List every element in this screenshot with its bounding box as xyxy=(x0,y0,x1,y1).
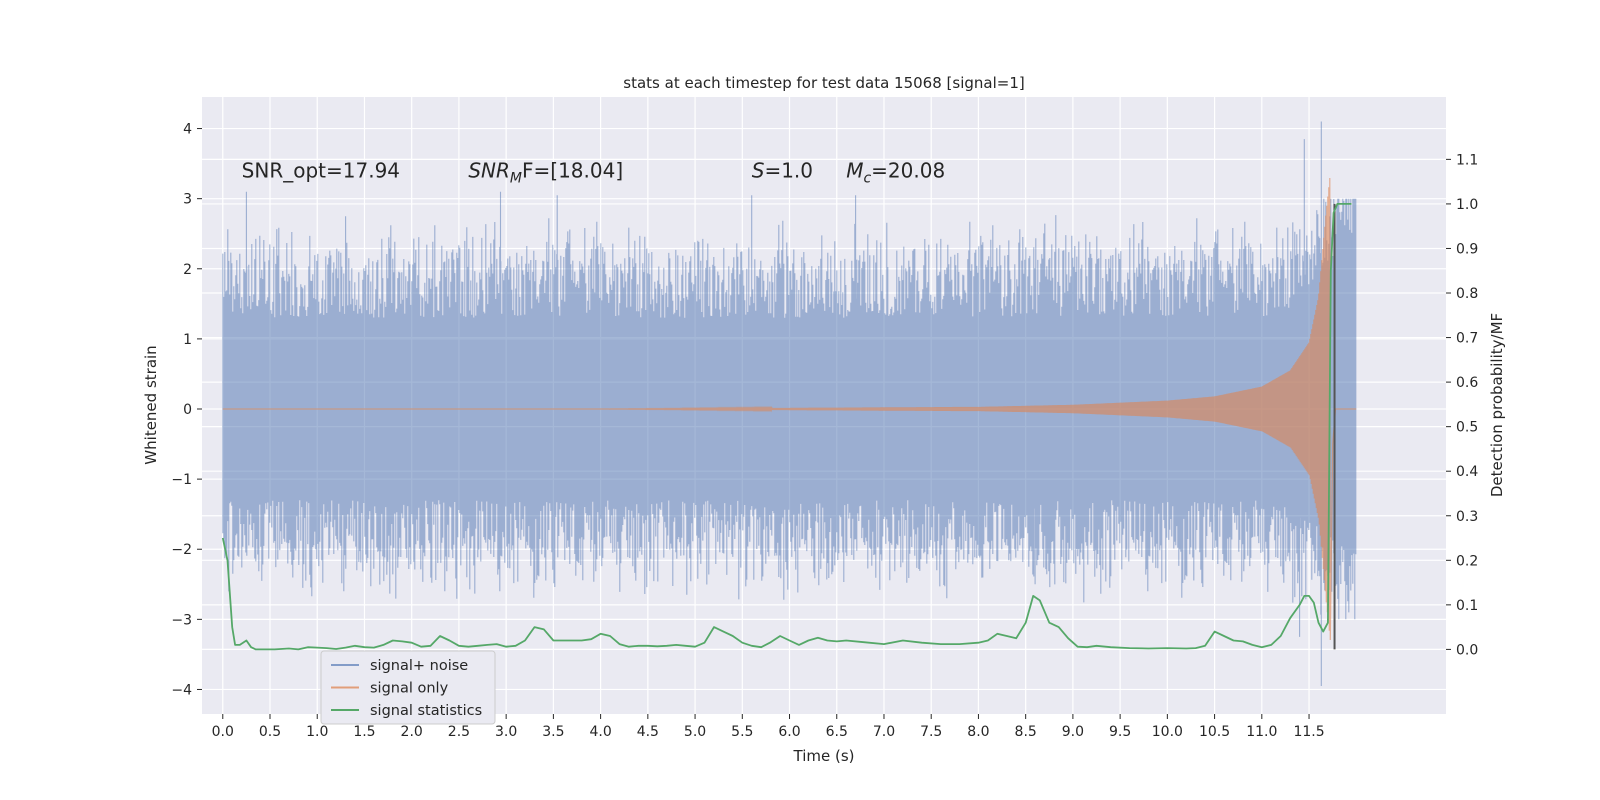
annotation-text: S=1.0 xyxy=(752,159,813,183)
x-tick-label: 10.5 xyxy=(1199,724,1230,740)
signal-only-trace xyxy=(222,177,1357,641)
legend-label: signal only xyxy=(370,681,449,697)
x-tick-label: 1.5 xyxy=(353,724,375,740)
y-tick-label: −3 xyxy=(171,612,192,628)
legend-box xyxy=(320,650,496,725)
x-tick-label: 8.5 xyxy=(1015,724,1037,740)
y2-tick-label: 0.4 xyxy=(1456,464,1478,480)
x-tick-label: 2.5 xyxy=(448,724,470,740)
x-axis-title: Time (s) xyxy=(793,747,855,765)
y2-tick-label: 0.7 xyxy=(1456,331,1478,347)
x-tick-label: 6.5 xyxy=(826,724,848,740)
x-tick-label: 4.5 xyxy=(637,724,659,740)
y2-tick-label: 0.1 xyxy=(1456,598,1478,614)
y-tick-label: 0 xyxy=(183,402,192,418)
axes: 0.0 0.5 1.0 1.5 2.0 2.5 3.0 3.5 4.0 4.5 5.0 5.5 6.0 6… xyxy=(171,122,1478,740)
series-signal-only xyxy=(222,177,1357,641)
y-tick-label: −4 xyxy=(171,682,192,698)
x-tick-label: 0.0 xyxy=(212,724,234,740)
x-tick-label: 10.0 xyxy=(1152,724,1183,740)
y2-tick-label: 1.1 xyxy=(1456,152,1478,168)
x-tick-label: 9.0 xyxy=(1062,724,1084,740)
y2-tick-label: 0.9 xyxy=(1456,241,1478,257)
legend-label: signal statistics xyxy=(370,703,482,719)
annotations: SNR_opt=17.94 SNRMF=[18.04] S=1.0 Mc=20.08 xyxy=(242,159,946,187)
y2-tick-label: 0.3 xyxy=(1456,509,1478,525)
y-tick-label: 2 xyxy=(183,262,192,278)
x-tick-label: 5.0 xyxy=(684,724,706,740)
x-tick-label: 3.5 xyxy=(542,724,564,740)
y2-tick-label: 0.8 xyxy=(1456,286,1478,302)
signal-statistics-line xyxy=(221,203,1352,651)
annotation-text: SNRMF=[18.04] xyxy=(468,159,623,187)
y2-tick-label: 0.2 xyxy=(1456,553,1478,569)
y2-tick-label: 0.6 xyxy=(1456,375,1478,391)
x-tick-label: 6.0 xyxy=(778,724,800,740)
x-tick-label: 4.0 xyxy=(589,724,611,740)
x-tick-label: 7.5 xyxy=(920,724,942,740)
y2-axis-title: Detection probability/MF xyxy=(1488,313,1506,497)
x-tick-label: 3.0 xyxy=(495,724,517,740)
legend-label: signal+ noise xyxy=(370,658,468,674)
x-tick-label: 5.5 xyxy=(731,724,753,740)
x-tick-label: 7.0 xyxy=(873,724,895,740)
y2-tick-label: 1.0 xyxy=(1456,197,1478,213)
y-tick-label: −2 xyxy=(171,542,192,558)
annotation-text: Mc=20.08 xyxy=(846,159,945,187)
y-tick-label: 1 xyxy=(183,332,192,348)
x-tick-label: 11.0 xyxy=(1246,724,1277,740)
x-tick-label: 9.5 xyxy=(1109,724,1131,740)
y2-tick-label: 0.5 xyxy=(1456,420,1478,436)
x-tick-label: 2.0 xyxy=(401,724,423,740)
x-tick-label: 0.5 xyxy=(259,724,281,740)
annotation-text: SNR_opt=17.94 xyxy=(242,159,400,183)
y-tick-label: −1 xyxy=(171,472,192,488)
y-axis-title: Whitened strain xyxy=(142,345,160,464)
y-tick-label: 3 xyxy=(183,192,192,208)
y-tick-label: 4 xyxy=(183,122,192,138)
x-tick-label: 8.0 xyxy=(967,724,989,740)
x-tick-label: 1.0 xyxy=(306,724,328,740)
x-tick-label: 11.5 xyxy=(1293,724,1324,740)
legend: signal+ noise signal only signal statistic… xyxy=(320,650,496,725)
y2-tick-label: 0.0 xyxy=(1456,642,1478,658)
series-signal-statistics xyxy=(221,203,1352,651)
chart-title: stats at each timestep for test data 150… xyxy=(623,74,1024,92)
